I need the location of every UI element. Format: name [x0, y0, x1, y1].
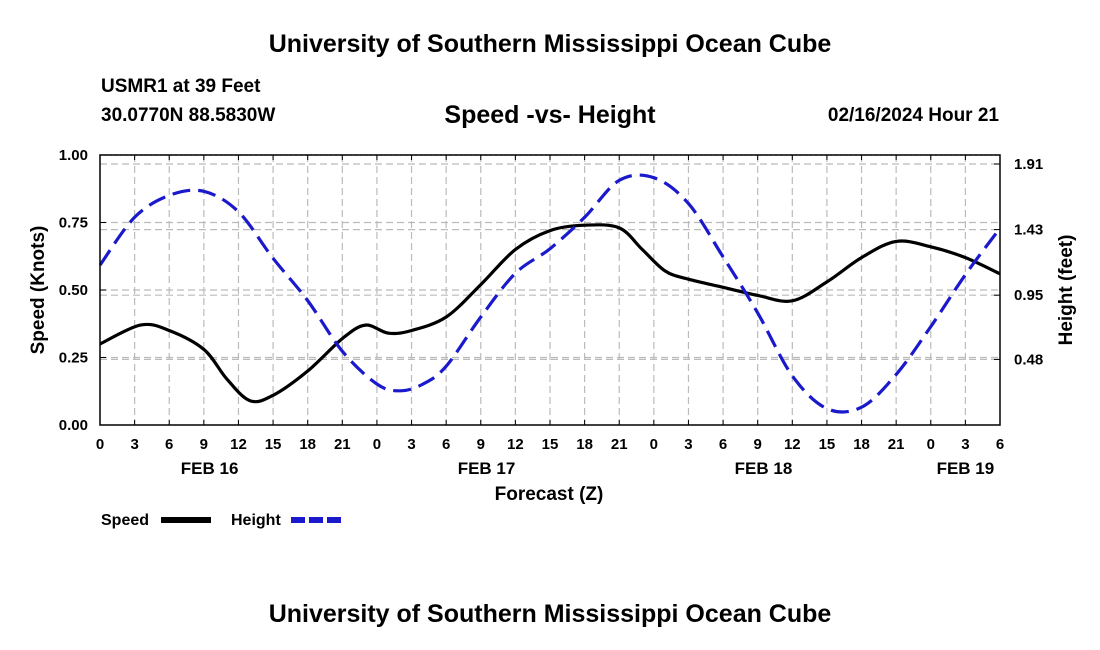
chart-title: Speed -vs- Height	[444, 101, 656, 129]
x-tick-label: 15	[819, 436, 836, 453]
x-tick-label: 21	[888, 436, 905, 453]
x-tick-label: 12	[507, 436, 524, 453]
date-label: FEB 17	[458, 459, 516, 478]
date-label: FEB 18	[735, 459, 793, 478]
legend-speed-label: Speed	[101, 512, 149, 529]
x-tick-label: 9	[200, 436, 208, 453]
axes: 0 3 6 9 12 15 18 21 0 3 6 9 12 15 18 21 0 3 6 9 12 15 18 21 0 3 6F…	[59, 147, 1043, 478]
x-tick-label: 3	[961, 436, 969, 453]
x-tick-label: 21	[611, 436, 628, 453]
x-tick-label: 0	[96, 436, 104, 453]
x-tick-label: 3	[407, 436, 415, 453]
date-label: FEB 19	[937, 459, 995, 478]
x-tick-label: 6	[165, 436, 173, 453]
y-tick-label-left: 0.25	[59, 350, 88, 367]
x-tick-label: 0	[373, 436, 381, 453]
grid	[100, 154, 1000, 425]
x-tick-label: 12	[230, 436, 247, 453]
series-layer	[98, 173, 1002, 414]
forecast-date-label: 02/16/2024 Hour 21	[827, 105, 999, 126]
legend: Speed Height	[101, 512, 343, 529]
x-tick-label: 0	[927, 436, 935, 453]
y-tick-label-right: 1.43	[1014, 222, 1043, 239]
x-tick-label: 3	[130, 436, 138, 453]
legend-height-label: Height	[231, 512, 281, 529]
y-tick-label-left: 0.75	[59, 215, 88, 232]
page-title: University of Southern Mississippi Ocean…	[268, 30, 832, 58]
x-axis-label: Forecast (Z)	[495, 484, 604, 505]
x-tick-label: 9	[754, 436, 762, 453]
x-tick-label: 12	[784, 436, 801, 453]
y-axis-label-left: Speed (Knots)	[28, 226, 49, 355]
x-tick-label: 0	[650, 436, 658, 453]
x-tick-label: 3	[684, 436, 692, 453]
speed-series-line	[99, 223, 1001, 404]
y-tick-label-right: 0.95	[1014, 287, 1043, 304]
y-tick-label-right: 1.91	[1014, 156, 1043, 173]
x-tick-label: 18	[299, 436, 316, 453]
y-axis-label-right: Height (feet)	[1056, 235, 1077, 346]
y-tick-label-left: 0.50	[59, 282, 88, 299]
x-tick-label: 15	[542, 436, 559, 453]
y-tick-label-right: 0.48	[1014, 351, 1043, 368]
y-tick-label-left: 0.00	[59, 417, 88, 434]
x-tick-label: 9	[477, 436, 485, 453]
x-tick-label: 6	[719, 436, 727, 453]
height-series-line	[98, 173, 1002, 414]
y-tick-label-left: 1.00	[59, 147, 88, 164]
x-tick-label: 6	[996, 436, 1004, 453]
footer-title: University of Southern Mississippi Ocean…	[268, 600, 832, 628]
station-label: USMR1 at 39 Feet	[101, 76, 261, 97]
x-tick-label: 18	[853, 436, 870, 453]
x-tick-label: 18	[576, 436, 593, 453]
x-tick-label: 21	[334, 436, 351, 453]
date-label: FEB 16	[181, 459, 239, 478]
coordinates-label: 30.0770N 88.5830W	[101, 105, 276, 126]
x-tick-label: 15	[265, 436, 282, 453]
x-tick-label: 6	[442, 436, 450, 453]
